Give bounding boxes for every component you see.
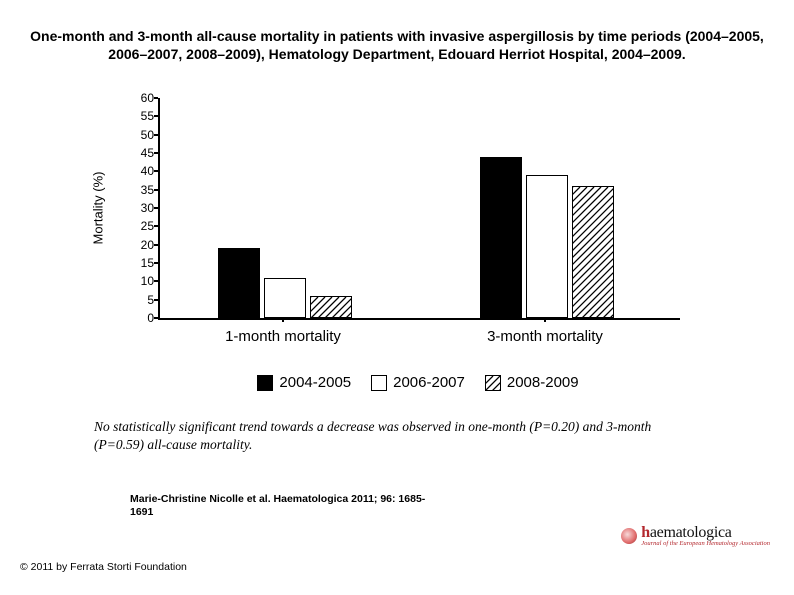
legend-item-2008-2009: 2008-2009 (485, 374, 579, 391)
journal-logo: haematologica Journal of the European He… (621, 524, 770, 547)
chart-area: Mortality (%) 0 5 10 15 20 25 30 35 40 45 50 55 60 1… (94, 90, 694, 450)
ytick-label: 60 (130, 91, 154, 105)
ytick-label: 55 (130, 109, 154, 123)
bar-2004-2005-1mo (218, 248, 260, 318)
logo-text: haematologica Journal of the European He… (641, 524, 770, 547)
bar-2008-2009-3mo (572, 186, 614, 318)
legend-label: 2004-2005 (279, 374, 351, 391)
logo-subtitle: Journal of the European Hematology Assoc… (641, 540, 770, 547)
copyright: © 2011 by Ferrata Storti Foundation (20, 561, 187, 573)
ytick-label: 45 (130, 146, 154, 160)
legend-swatch (257, 375, 273, 391)
slide-title: One-month and 3-month all-cause mortalit… (20, 28, 774, 63)
category-label: 3-month mortality (487, 328, 603, 345)
ytick-label: 30 (130, 201, 154, 215)
bar-2006-2007-1mo (264, 278, 306, 318)
bar-2004-2005-3mo (480, 157, 522, 318)
citation: Marie-Christine Nicolle et al. Haematolo… (130, 493, 430, 519)
bar-2008-2009-1mo (310, 296, 352, 318)
legend-label: 2008-2009 (507, 374, 579, 391)
ytick-label: 0 (130, 311, 154, 325)
legend-label: 2006-2007 (393, 374, 465, 391)
ytick-label: 5 (130, 293, 154, 307)
ytick-label: 10 (130, 274, 154, 288)
slide-root: One-month and 3-month all-cause mortalit… (0, 0, 794, 595)
logo-h: h (641, 524, 650, 541)
bar-2006-2007-3mo (526, 175, 568, 318)
ytick-label: 25 (130, 219, 154, 233)
y-axis-label: Mortality (%) (91, 172, 106, 245)
plot-region (158, 98, 680, 320)
legend-item-2004-2005: 2004-2005 (257, 374, 351, 391)
ytick-label: 15 (130, 256, 154, 270)
mortality-chart: Mortality (%) 0 5 10 15 20 25 30 35 40 45 50 55 60 1… (94, 90, 694, 450)
ytick-label: 50 (130, 128, 154, 142)
legend: 2004-2005 2006-2007 2008-2009 (158, 374, 678, 395)
logo-disc-icon (621, 528, 637, 544)
legend-swatch (485, 375, 501, 391)
xtick-mark (544, 318, 546, 322)
legend-swatch (371, 375, 387, 391)
logo-rest: aematologica (650, 524, 732, 541)
ytick-label: 40 (130, 164, 154, 178)
chart-caption: No statistically significant trend towar… (94, 418, 694, 453)
xtick-mark (282, 318, 284, 322)
category-label: 1-month mortality (225, 328, 341, 345)
ytick-label: 35 (130, 183, 154, 197)
ytick-label: 20 (130, 238, 154, 252)
legend-item-2006-2007: 2006-2007 (371, 374, 465, 391)
